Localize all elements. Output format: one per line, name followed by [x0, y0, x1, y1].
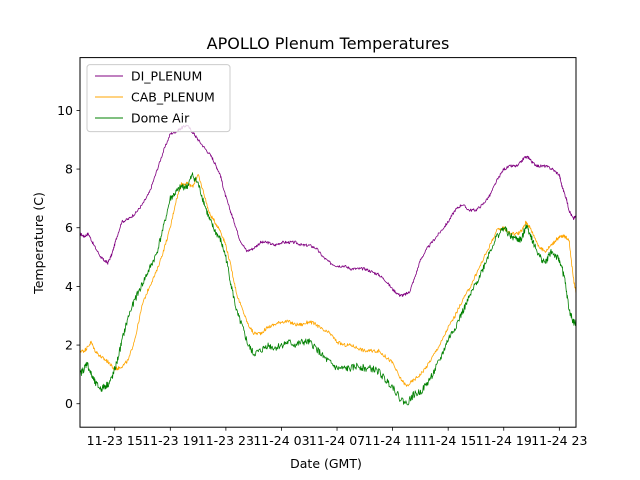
- legend-label-di-plenum: DI_PLENUM: [131, 69, 202, 84]
- y-axis: 0 2 4 6 8 10: [57, 103, 80, 411]
- x-axis: 11-23 15 11-23 19 11-23 23 11-24 03 11-24 07…: [87, 427, 587, 448]
- x-tick-label: 11-23 19: [142, 433, 198, 448]
- x-tick-label: 11-23 23: [198, 433, 254, 448]
- y-tick-label: 2: [65, 338, 73, 353]
- x-tick-label: 11-24 07: [309, 433, 365, 448]
- series-layer: [79, 124, 577, 406]
- x-tick-label: 11-24 15: [420, 433, 476, 448]
- chart-title: APOLLO Plenum Temperatures: [207, 34, 450, 53]
- y-tick-label: 6: [65, 220, 73, 235]
- plot-frame: [79, 57, 577, 428]
- legend-label-dome-air: Dome Air: [131, 111, 190, 126]
- y-tick-label: 0: [65, 396, 73, 411]
- y-axis-title: Temperature (C): [31, 192, 46, 295]
- x-tick-label: 11-24 19: [476, 433, 532, 448]
- x-tick-label: 11-24 03: [253, 433, 309, 448]
- y-tick-label: 10: [57, 103, 73, 118]
- x-axis-title: Date (GMT): [290, 456, 362, 471]
- series-line-dome-air: [79, 172, 577, 406]
- series-line-di-plenum: [79, 124, 577, 297]
- legend-label-cab-plenum: CAB_PLENUM: [131, 90, 215, 105]
- legend: DI_PLENUM CAB_PLENUM Dome Air: [86, 64, 231, 133]
- legend-box: [86, 64, 231, 133]
- x-tick-label: 11-23 15: [87, 433, 143, 448]
- y-tick-label: 8: [65, 162, 73, 177]
- x-tick-label: 11-24 11: [365, 433, 421, 448]
- x-tick-label: 11-24 23: [531, 433, 587, 448]
- y-tick-label: 4: [65, 279, 73, 294]
